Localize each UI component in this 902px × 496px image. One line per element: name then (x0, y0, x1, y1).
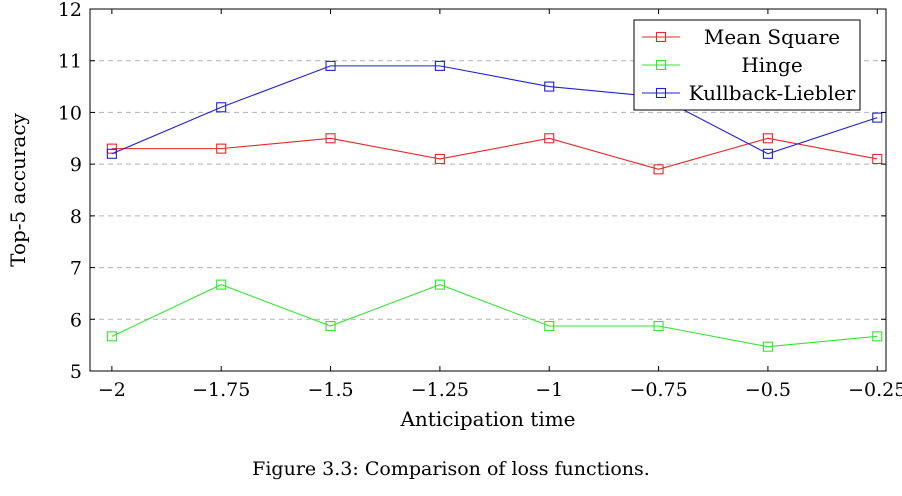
data-point (434, 279, 445, 290)
y-tick-label: 10 (58, 102, 82, 124)
x-tick-label: −1.5 (307, 379, 353, 401)
y-tick-label: 9 (70, 154, 82, 176)
series-line (111, 65, 878, 155)
figure-caption: Figure 3.3: Comparison of loss functions… (252, 458, 650, 480)
x-tick-label: −2 (98, 379, 126, 401)
y-tick-label: 7 (70, 258, 82, 280)
legend-label: Hinge (741, 53, 802, 77)
data-point (544, 81, 555, 92)
data-point (106, 148, 117, 159)
legend-label: Mean Square (704, 25, 840, 49)
series-line (111, 284, 878, 348)
data-point (544, 133, 555, 144)
data-point (325, 133, 336, 144)
legend-item: Hinge (642, 53, 803, 77)
y-tick-label: 11 (58, 51, 82, 73)
plot-frame (89, 8, 887, 372)
y-tick-label: 6 (70, 309, 82, 331)
data-point (216, 143, 227, 154)
legend-marker (655, 87, 667, 99)
series-line (111, 137, 878, 170)
data-point (653, 320, 664, 332)
series-mean-square (106, 133, 883, 175)
data-point (325, 60, 336, 71)
data-point (325, 320, 336, 332)
y-tick-label: 8 (70, 206, 82, 228)
legend-label: Kullback-Liebler (689, 81, 856, 105)
y-tick-label: 12 (58, 0, 82, 21)
data-point (106, 143, 117, 154)
data-point (872, 331, 883, 342)
legend: Mean Square Hinge Kullback-Liebler (633, 19, 861, 111)
data-point (653, 164, 664, 175)
x-tick-label: −1.25 (411, 379, 469, 401)
data-point (434, 153, 445, 165)
x-axis-label: Anticipation time (399, 407, 575, 431)
legend-marker (655, 31, 667, 43)
x-tick-label: −1 (535, 379, 563, 401)
legend-item: Kullback-Liebler (642, 81, 856, 105)
x-tick-label: −0.25 (848, 379, 902, 401)
data-point (434, 60, 445, 71)
data-point (762, 341, 773, 352)
y-axis-label: Top-5 accuracy (6, 112, 30, 266)
legend-marker (655, 59, 667, 71)
data-point (106, 331, 117, 342)
data-point (872, 112, 883, 123)
data-point (762, 148, 773, 159)
data-point (216, 279, 227, 290)
series-layer (106, 60, 883, 352)
x-tick-label: −0.75 (629, 379, 687, 401)
data-point (544, 320, 555, 332)
line-chart: 5 6 7 8 9 10 11 12 −2 −1.75 −1.5 −1.25 −1 −0.75 −0.5 −0… (6, 0, 902, 431)
grid-lines (90, 60, 886, 320)
series-hinge (106, 279, 883, 352)
data-point (872, 153, 883, 165)
data-point (216, 102, 227, 113)
data-point (762, 133, 773, 144)
legend-item: Mean Square (642, 25, 840, 49)
axis-ticks: 5 6 7 8 9 10 11 12 −2 −1.75 −1.5 −1.25 −1 −0.75 −0.5 −0… (58, 0, 902, 401)
x-tick-label: −0.5 (745, 379, 791, 401)
y-tick-label: 5 (70, 361, 82, 383)
x-tick-label: −1.75 (192, 379, 250, 401)
